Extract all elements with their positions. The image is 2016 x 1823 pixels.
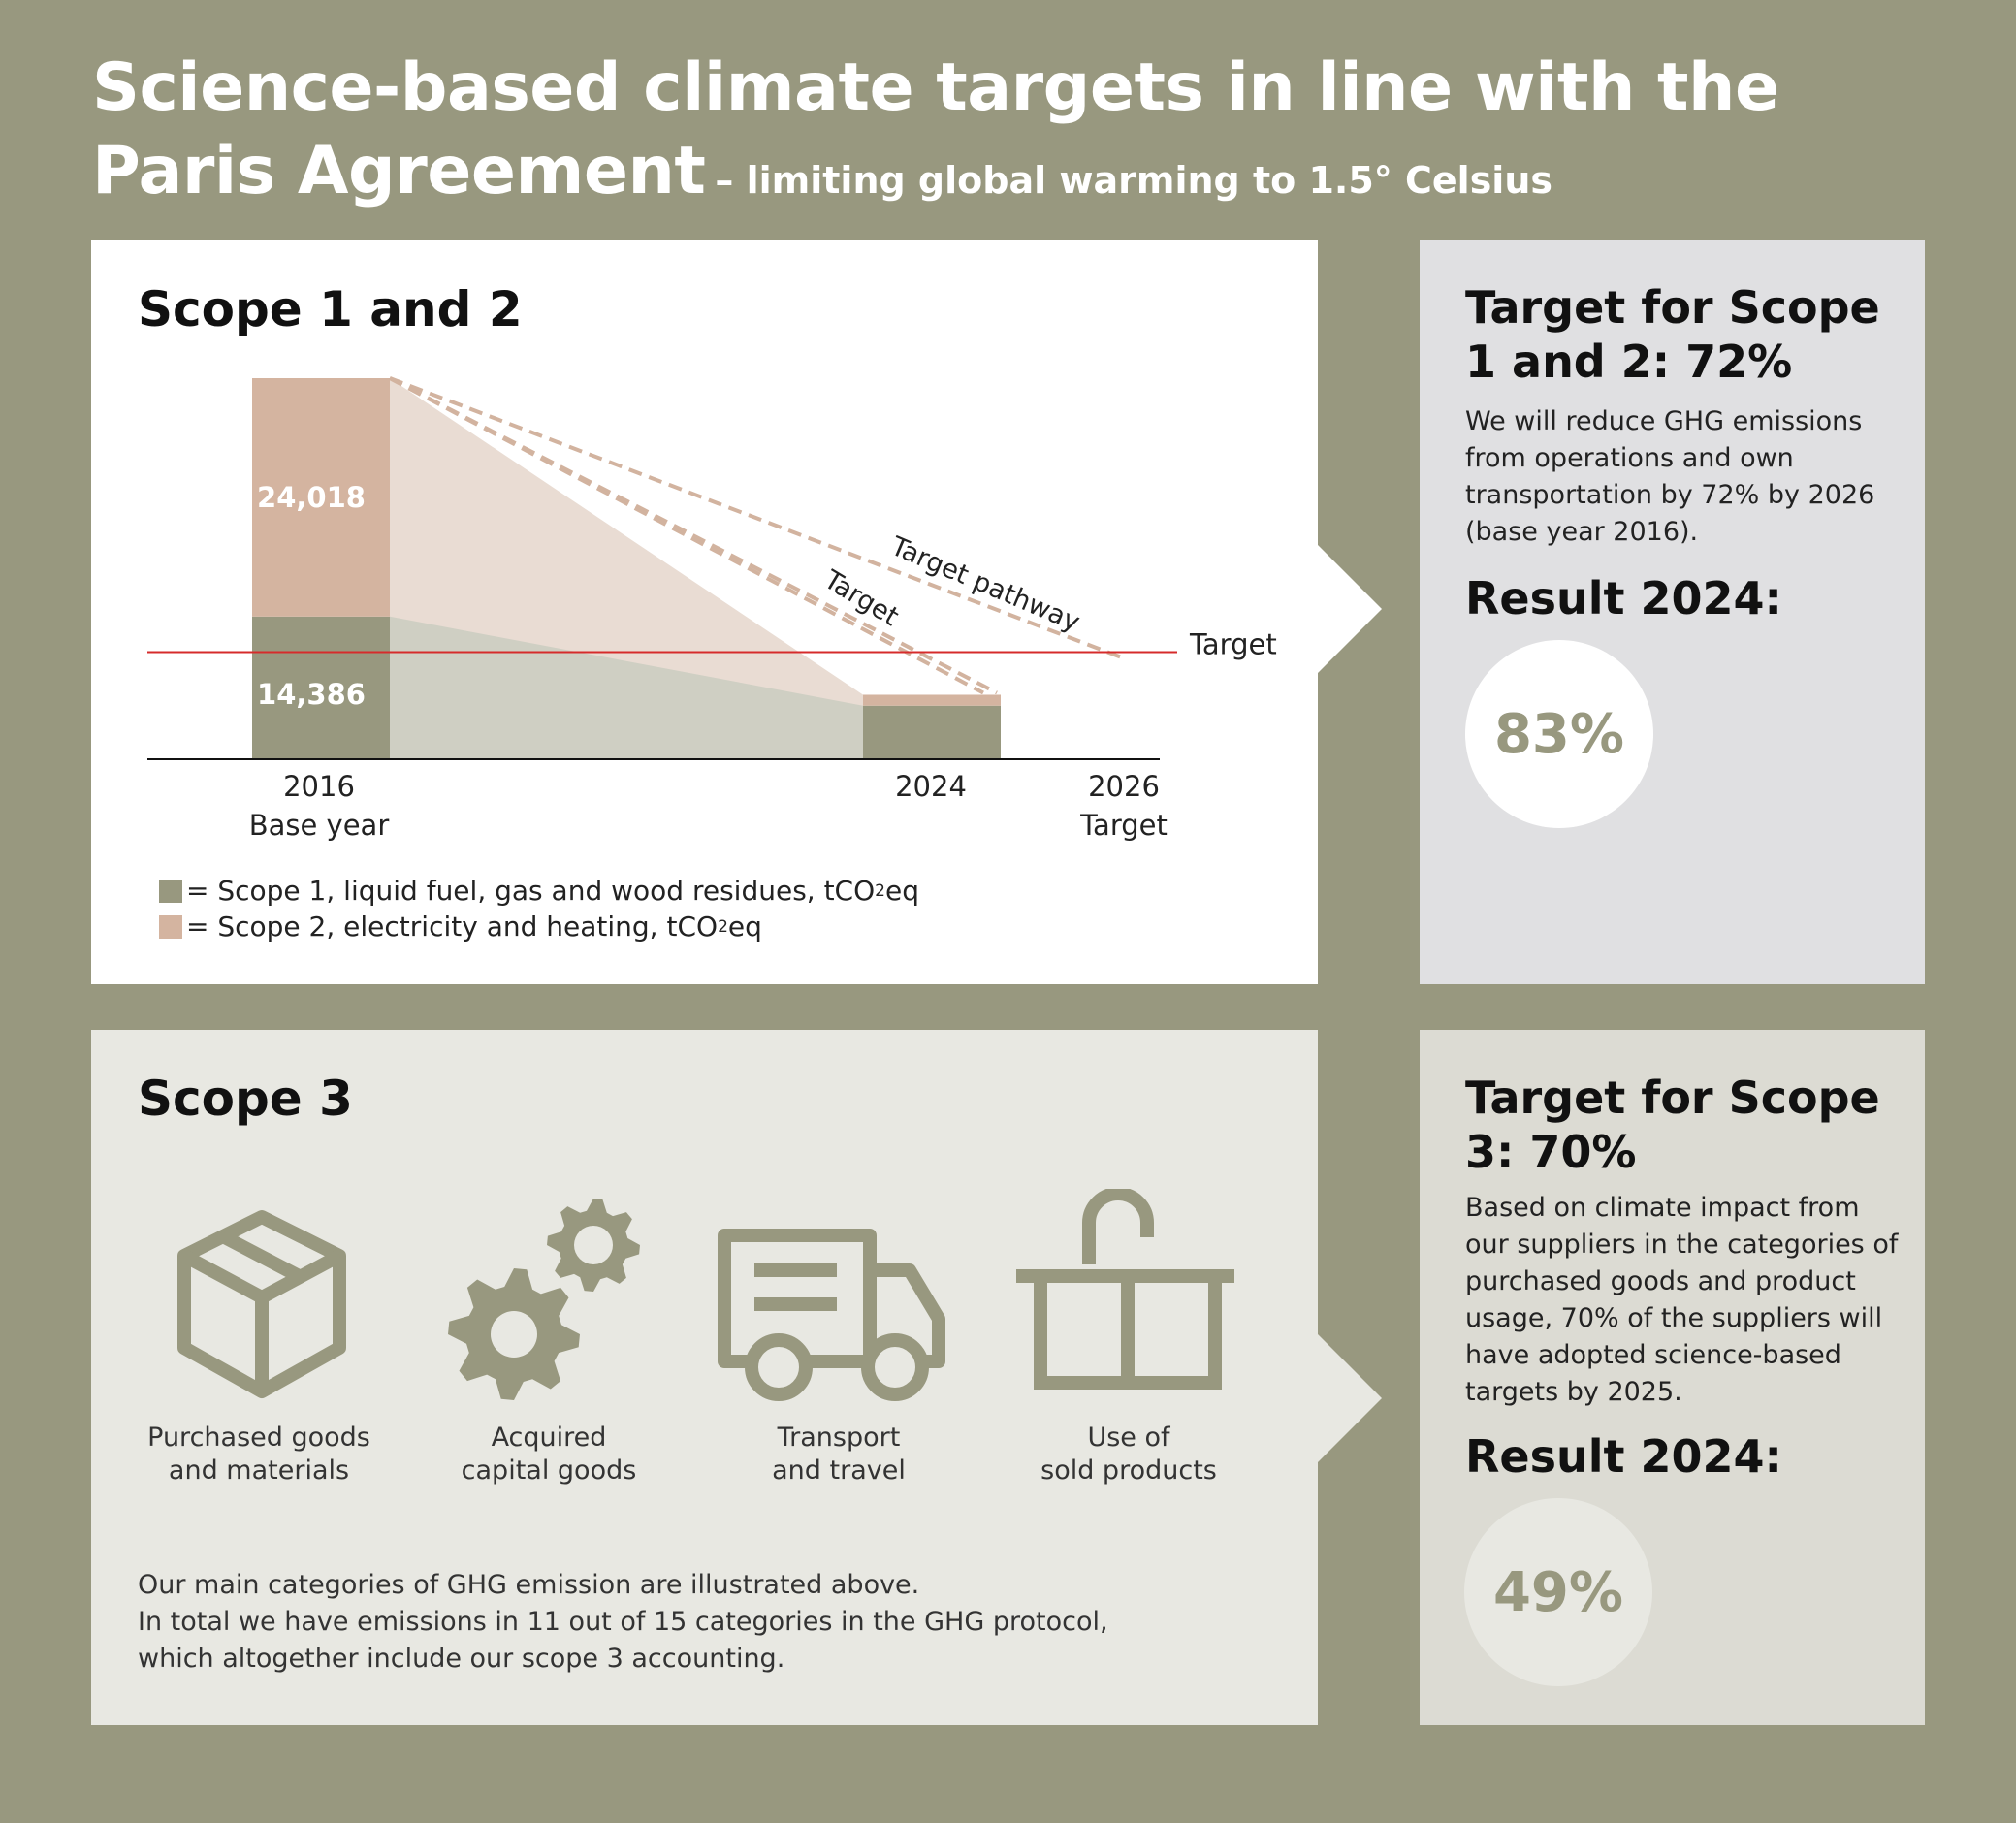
- legend-item-scope1: = Scope 1, liquid fuel, gas and wood res…: [159, 875, 919, 907]
- category-label-line2: sold products: [1040, 1455, 1217, 1486]
- category-label-line1: Acquired: [491, 1423, 607, 1453]
- scope3-category-purchased-goods: Purchased goods and materials: [133, 1422, 385, 1487]
- scope3-category-sold-products: Use of sold products: [1003, 1422, 1255, 1487]
- scope12-target-text: We will reduce GHG emissions from operat…: [1465, 406, 1875, 547]
- category-label-line2: and travel: [772, 1455, 906, 1486]
- legend-suffix-scope1: eq: [884, 875, 919, 907]
- sink-faucet-icon: [1016, 1189, 1234, 1390]
- legend-sub-scope1: 2: [875, 880, 885, 901]
- scope12-target-heading: Target for Scope 1 and 2: 72%: [1465, 281, 1880, 388]
- x-tick-label: 2024: [895, 770, 967, 803]
- scope3-note-line: In total we have emissions in 11 out of …: [138, 1607, 1108, 1637]
- legend-item-scope2: = Scope 2, electricity and heating, tCO 2…: [159, 911, 919, 943]
- scope3-note-line: Our main categories of GHG emission are …: [138, 1570, 920, 1600]
- scope12-result-value: 83%: [1493, 702, 1625, 766]
- bar-2024-scope2: [863, 694, 1001, 706]
- gears-icon: [448, 1199, 640, 1400]
- gear-hole: [491, 1311, 537, 1358]
- bar-2016-scope1: [252, 616, 390, 759]
- scope12-result-heading: Result 2024:: [1465, 572, 1782, 624]
- arrow-scope12: [1314, 541, 1382, 677]
- scope3-target-text: Based on climate impact from our supplie…: [1465, 1193, 1899, 1407]
- scope3-category-capital-goods: Acquired capital goods: [423, 1422, 675, 1487]
- truck-icon: [718, 1229, 945, 1401]
- legend-swatch-scope2: [159, 914, 182, 939]
- gear-large-icon: [448, 1268, 580, 1400]
- legend-label-scope2: = Scope 2, electricity and heating, tCO: [186, 911, 719, 943]
- scope3-result-circle: 49%: [1464, 1498, 1652, 1686]
- page-title-paris: Paris Agreement: [92, 133, 706, 209]
- scope12-chart: Target Target pathway Target 24,018 14,38…: [147, 376, 1277, 842]
- arrow-scope3: [1314, 1330, 1382, 1466]
- scope3-note-line: which altogether include our scope 3 acc…: [138, 1644, 785, 1674]
- data-label-2016-scope1: 14,386: [257, 678, 366, 711]
- panel-arrows: [1314, 541, 1382, 1466]
- box-icon: [177, 1210, 346, 1398]
- bar-2016-scope2: [252, 378, 390, 617]
- page-title-line2: Paris Agreement – limiting global warming…: [92, 128, 1552, 232]
- target-dash-label: Target: [818, 564, 904, 632]
- category-label-line2: and materials: [168, 1455, 350, 1486]
- target-dash-line-lower: [389, 376, 984, 695]
- data-label-2016-scope2: 24,018: [257, 481, 366, 514]
- target-pathway-line: [389, 376, 1128, 661]
- chart-areas: [390, 378, 863, 759]
- scope3-note: Our main categories of GHG emission are …: [138, 1567, 1108, 1678]
- target-pathway-label: Target pathway: [885, 531, 1084, 638]
- gear-hole: [574, 1226, 613, 1264]
- scope12-heading: Scope 1 and 2: [138, 281, 523, 337]
- scope12-result-circle: 83%: [1465, 640, 1653, 828]
- chart-bars: [252, 378, 1001, 759]
- legend-label-scope1: = Scope 1, liquid fuel, gas and wood res…: [186, 875, 876, 907]
- x-tick-sublabel: Base year: [249, 809, 390, 842]
- x-tick-label: 2016: [283, 770, 355, 803]
- gear-small-icon: [547, 1199, 640, 1292]
- chart-text: 24,018 14,386 2016 Base year 2024 2026 Target: [249, 481, 1168, 842]
- scope12-target-panel: [1420, 240, 1925, 984]
- chart-legend: = Scope 1, liquid fuel, gas and wood res…: [159, 875, 919, 943]
- page-title-line1: Science-based climate targets in line wi…: [92, 49, 1779, 126]
- category-label-line2: capital goods: [461, 1455, 637, 1486]
- x-tick-label: 2026: [1088, 770, 1160, 803]
- target-line-label: Target: [1189, 627, 1277, 660]
- chart-dashes: [389, 376, 1128, 695]
- page-subtitle: – limiting global warming to 1.5° Celsiu…: [715, 159, 1553, 202]
- category-label-line1: Purchased goods: [147, 1423, 370, 1453]
- category-label-line1: Use of: [1087, 1423, 1170, 1453]
- scope3-heading: Scope 3: [138, 1071, 353, 1127]
- scope3-result-heading: Result 2024:: [1465, 1430, 1782, 1483]
- category-label-line1: Transport: [777, 1423, 901, 1453]
- legend-suffix-scope2: eq: [727, 911, 762, 943]
- legend-swatch-scope1: [159, 879, 182, 903]
- bar-2024-scope1: [863, 705, 1001, 759]
- scope3-category-transport: Transport and travel: [713, 1422, 965, 1487]
- scope3-target-heading: Target for Scope 3: 70%: [1465, 1071, 1880, 1178]
- x-tick-sublabel: Target: [1079, 809, 1168, 842]
- scope3-result-value: 49%: [1492, 1560, 1624, 1624]
- legend-sub-scope2: 2: [718, 916, 728, 937]
